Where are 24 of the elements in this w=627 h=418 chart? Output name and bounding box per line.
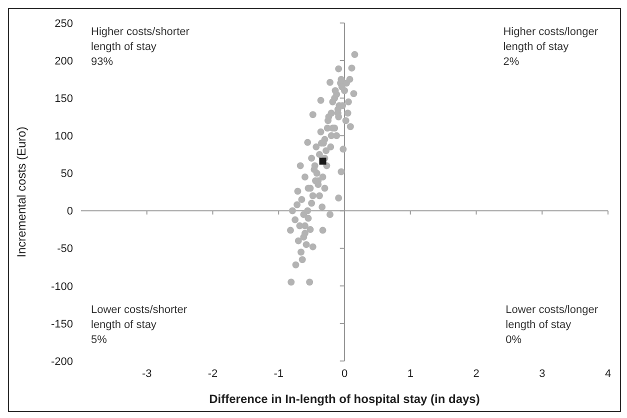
x-tick-label: -3: [142, 368, 152, 380]
y-tick-label: 150: [54, 93, 73, 106]
y-tick-label: -200: [50, 356, 73, 368]
y-tick-label: -150: [50, 318, 73, 330]
x-tick-label: 1: [407, 368, 414, 380]
y-tick-label: 50: [60, 168, 73, 180]
y-tick-label: 200: [54, 55, 73, 68]
x-axis-title: Difference in In-length of hospital stay (in days): [209, 392, 480, 406]
x-tick-label: 3: [539, 368, 546, 380]
x-tick-label: -1: [274, 368, 284, 380]
annotation: Lower costs/longer length of stay 0%: [506, 303, 598, 348]
y-tick-label: 250: [54, 18, 73, 30]
x-tick-label: 2: [473, 368, 480, 380]
y-tick-label: -50: [57, 243, 73, 256]
x-tick-label: 4: [604, 368, 612, 380]
annotation: Higher costs/shorter length of stay 93%: [91, 25, 190, 70]
annotation: Higher costs/longer length of stay 2%: [503, 25, 598, 70]
y-axis-title: Incremental costs (Euro): [14, 126, 28, 258]
y-tick-label: 100: [54, 130, 73, 143]
y-tick-label: -100: [50, 280, 73, 293]
y-tick-label: 0: [66, 206, 73, 218]
annotation: Lower costs/shorter length of stay 5%: [91, 303, 187, 348]
x-tick-label: 0: [341, 368, 348, 380]
x-tick-label: -2: [208, 368, 218, 380]
